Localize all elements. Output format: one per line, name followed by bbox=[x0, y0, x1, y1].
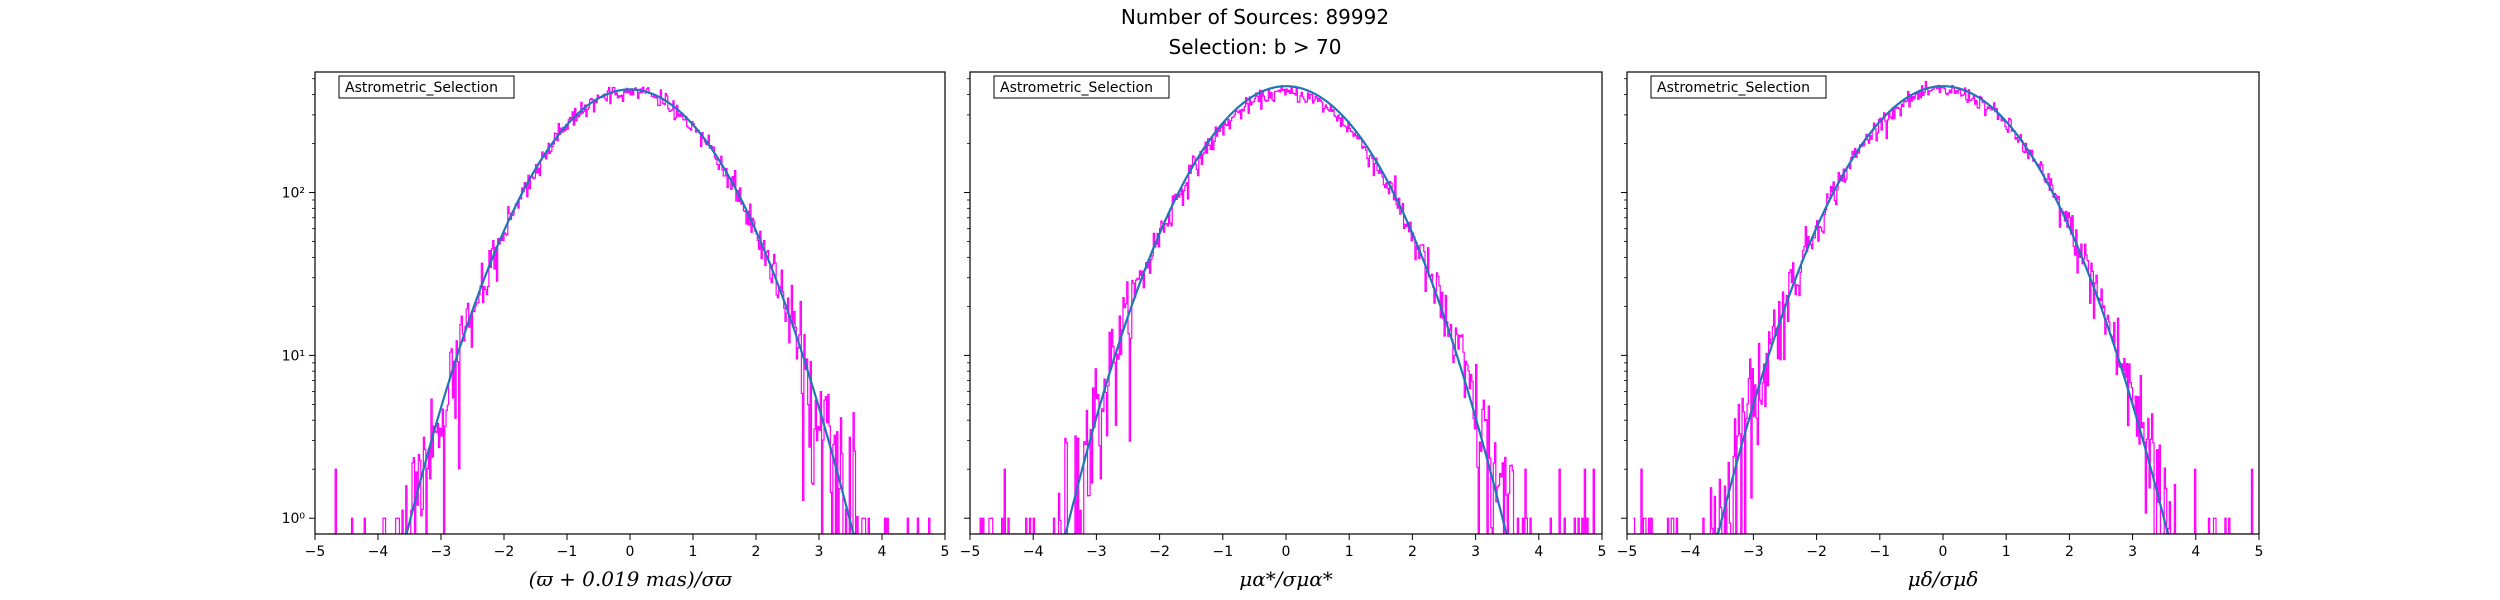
x-tick-label: −2 bbox=[1806, 544, 1827, 560]
x-tick-label: −5 bbox=[960, 544, 981, 560]
x-axis-label: μα*/σμα* bbox=[1239, 567, 1332, 591]
x-tick-label: −1 bbox=[557, 544, 578, 560]
x-tick-label: 0 bbox=[626, 544, 635, 560]
legend-label: Astrometric_Selection bbox=[1000, 80, 1153, 96]
x-tick-label: −3 bbox=[431, 544, 452, 560]
x-tick-label: 3 bbox=[1471, 544, 1480, 560]
panel-2: −5 −4 −3 −2 −1 0 1 2 3 4 5 μα*/σμα* Astrometric_Sele… bbox=[960, 71, 1607, 591]
legend-label: Astrometric_Selection bbox=[1657, 80, 1810, 96]
x-tick-label: 4 bbox=[2191, 544, 2200, 560]
legend: Astrometric_Selection bbox=[1650, 75, 1827, 99]
legend-label: Astrometric_Selection bbox=[345, 80, 498, 96]
x-tick-label: −5 bbox=[305, 544, 326, 560]
x-tick-label: 5 bbox=[941, 544, 950, 560]
x-tick-label: −3 bbox=[1743, 544, 1764, 560]
x-tick-label: 1 bbox=[689, 544, 698, 560]
x-axis-label: μδ/σμδ bbox=[1908, 567, 1978, 591]
x-tick-label: 5 bbox=[1598, 544, 1607, 560]
legend-frame bbox=[338, 75, 515, 99]
legend-frame bbox=[1650, 75, 1827, 99]
x-tick-label: 1 bbox=[1345, 544, 1354, 560]
x-tick-label: −4 bbox=[1680, 544, 1701, 560]
x-tick-label: 0 bbox=[1939, 544, 1948, 560]
x-tick-label: 3 bbox=[2128, 544, 2137, 560]
x-tick-label: −2 bbox=[1149, 544, 1170, 560]
x-tick-label: 3 bbox=[815, 544, 824, 560]
figure-title: Number of Sources: 89992 bbox=[1121, 5, 1389, 29]
panel-3: −5 −4 −3 −2 −1 0 1 2 3 4 5 μδ/σμδ Astrometric_Select… bbox=[1617, 71, 2264, 591]
x-tick-label: 4 bbox=[1534, 544, 1543, 560]
x-tick-label: −2 bbox=[494, 544, 515, 560]
x-tick-label: 5 bbox=[2255, 544, 2264, 560]
model-curve bbox=[404, 88, 856, 534]
x-axis-label: (ϖ + 0.019 mas)/σϖ bbox=[529, 567, 733, 591]
legend: Astrometric_Selection bbox=[338, 75, 515, 99]
y-tick-label: 10⁰ bbox=[282, 511, 306, 527]
legend-frame bbox=[993, 75, 1170, 99]
x-tick-label: 2 bbox=[752, 544, 761, 560]
histogram-series bbox=[1633, 80, 2254, 534]
histogram-series bbox=[327, 86, 934, 534]
x-tick-label: −1 bbox=[1869, 544, 1890, 560]
legend: Astrometric_Selection bbox=[993, 75, 1170, 99]
x-tick-label: 2 bbox=[1408, 544, 1417, 560]
model-curve bbox=[1716, 85, 2170, 534]
x-tick-label: −5 bbox=[1617, 544, 1638, 560]
model-curve bbox=[1063, 85, 1509, 534]
x-tick-label: −4 bbox=[1023, 544, 1044, 560]
histogram-series bbox=[976, 85, 1597, 534]
x-tick-label: 2 bbox=[2065, 544, 2074, 560]
x-tick-label: 1 bbox=[2002, 544, 2011, 560]
x-tick-label: −1 bbox=[1212, 544, 1233, 560]
y-tick-label: 10¹ bbox=[282, 348, 305, 364]
y-tick-label: 10² bbox=[282, 186, 305, 202]
panels: −5 −4 −3 −2 −1 0 1 2 3 4 5 10⁰ 10¹ 10² (ϖ + 0.019 mas)… bbox=[282, 71, 2264, 591]
panel-1: −5 −4 −3 −2 −1 0 1 2 3 4 5 10⁰ 10¹ 10² (ϖ + 0.019 mas)… bbox=[282, 71, 950, 591]
figure-subtitle: Selection: b > 70 bbox=[1169, 35, 1342, 59]
axes-frame bbox=[1626, 71, 2260, 535]
x-tick-label: 4 bbox=[878, 544, 887, 560]
x-tick-label: −3 bbox=[1086, 544, 1107, 560]
x-tick-label: −4 bbox=[368, 544, 389, 560]
x-tick-label: 0 bbox=[1282, 544, 1291, 560]
